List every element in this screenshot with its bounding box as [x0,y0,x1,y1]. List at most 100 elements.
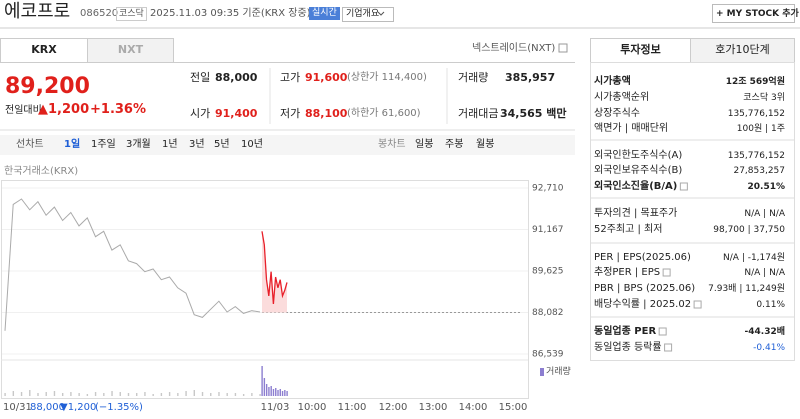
info-value: -0.41% [753,343,785,353]
volume-bar [251,393,253,396]
info-label: 배당수익률 | 2025.02 [594,299,692,310]
y-tick-label: 86,539 [532,350,564,360]
my-stock-button[interactable]: + MY STOCK 추가 [716,9,799,19]
volume-bar [272,389,275,396]
x-tick-label: 10:00 [297,402,327,413]
invest-tab[interactable]: 투자정보 [620,43,661,56]
stat-value: 385,957 [505,71,556,84]
candle-chart-tab[interactable]: 봉차트 [378,139,406,150]
volume-bar [86,394,89,396]
volume-bar [268,387,270,396]
period-tab[interactable]: 1주일 [91,139,116,150]
volume-bar [286,391,288,396]
info-value: N/A | -1,174원 [723,253,785,263]
candle-period-tab[interactable]: 일봉 [415,139,434,150]
period-tab[interactable]: 10년 [241,139,263,150]
volume-bar [259,394,261,396]
volume-bar [119,392,121,396]
stat-value: 34,565 백만 [500,107,567,120]
volume-bar [201,392,204,396]
volume-bar [210,393,212,396]
change: ▲1,200 [38,102,90,117]
x-tick-label: 11:00 [337,402,367,413]
info-value: 0.11% [756,300,785,310]
my-stock-button-box[interactable] [712,4,795,23]
info-label: 액면가 | 매매단위 [594,123,669,134]
info-label: 시가총액순위 [594,92,650,103]
help-icon[interactable] [558,43,568,53]
info-value: 20.51% [747,182,786,192]
orderbook-tab[interactable]: 호가10단계 [715,43,770,56]
y-tick-label: 89,625 [532,266,564,276]
line-chart-tab[interactable]: 선차트 [16,139,44,150]
period-tab[interactable]: 5년 [214,139,230,150]
volume-bar [136,393,138,396]
info-label: 투자의견 | 목표주가 [594,208,678,219]
timestamp: 2025.11.03 09:35 기준(KRX 장중) [150,8,311,19]
volume-bar [78,393,80,396]
help-icon[interactable] [658,327,667,336]
nxt-link[interactable]: 넥스트레이드(NXT) [472,43,556,54]
volume-bar [37,393,39,396]
info-label: 동일업종 PER [594,326,657,337]
info-label: 동일업종 등락률 [594,342,662,353]
x-tick-label: 15:00 [498,402,528,413]
info-value: 100원 | 1주 [736,124,785,134]
tab-nxt-box[interactable] [87,38,174,63]
chart-frame [1,180,529,399]
market-badge: 코스닥 [116,7,147,21]
volume-bar [94,392,97,396]
help-icon[interactable] [664,343,673,352]
volume-bar [152,394,154,396]
prev-change: ▼1,200 [60,402,97,413]
company-info[interactable]: 기업개요 [342,7,395,22]
prev-change-pct: (−1.35%) [95,402,143,413]
info-label: 시가총액 [594,76,631,87]
volume-legend-icon [540,368,544,376]
stat-label: 시가 [190,107,211,120]
change-pct: +1.36% [90,102,146,117]
volume-bar [218,392,220,396]
tab-nxt[interactable]: NXT [117,43,144,56]
info-value: 135,776,152 [727,151,785,161]
info-label: 추정PER | EPS [594,267,661,278]
y-tick-label: 91,167 [532,225,564,235]
volume-bar [45,392,47,396]
volume-bar [29,390,31,396]
volume-bar [144,392,146,396]
price-line [261,231,288,304]
volume-bar [261,366,263,396]
help-icon[interactable] [662,268,671,277]
volume-bar [160,393,163,396]
stat-note: (상한가 114,400) [347,72,427,83]
stat-label: 전일 [190,71,211,84]
period-tab[interactable]: 3개월 [126,139,151,150]
help-icon[interactable] [679,182,688,191]
candle-period-tab[interactable]: 월봉 [476,139,495,150]
volume-bar [12,391,15,396]
info-label: 상장주식수 [594,108,640,119]
info-label: PBR | BPS (2025.06) [594,283,696,294]
period-tab[interactable]: 1일 [64,139,81,150]
candle-period-tab[interactable]: 주봉 [445,139,464,150]
volume-bar [277,390,279,396]
dropdown-arrow [377,11,385,16]
chart-source: 한국거래소(KRX) [4,166,79,177]
info-value: 27,853,257 [733,166,785,176]
help-icon[interactable] [693,300,702,309]
tab-krx[interactable]: KRX [31,43,57,56]
price-line [4,198,261,331]
volume-bar [168,392,171,396]
stat-label: 거래대금 [458,107,499,120]
info-value: 코스닥 3위 [743,93,785,103]
volume-bar [70,392,72,396]
volume-bar [127,393,130,396]
x-tick-label: 13:00 [418,402,448,413]
volume-bar [275,388,277,396]
volume-bar [281,391,284,396]
volume-bar [279,389,281,396]
period-tab[interactable]: 3년 [189,139,205,150]
period-tab[interactable]: 1년 [162,139,178,150]
x-tick-label: 11/03 [260,402,290,413]
